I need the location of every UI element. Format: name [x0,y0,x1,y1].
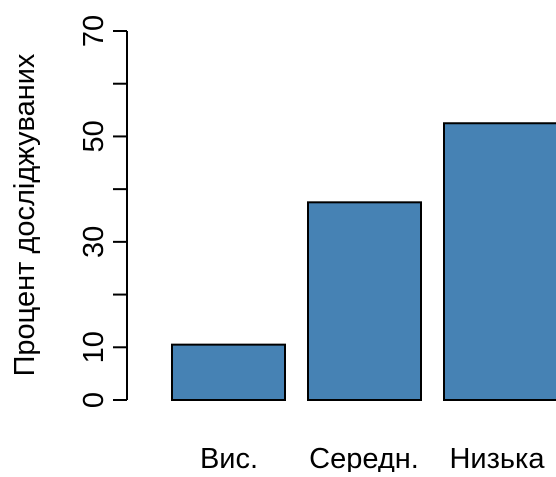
x-tick-label: Низька [449,443,545,472]
x-tick-label: Вис. [200,443,258,472]
y-tick-label: 30 [78,226,110,258]
y-tick-label: 10 [78,331,110,363]
y-tick-label: 0 [78,392,110,408]
bar [443,122,556,401]
y-tick-label: 70 [78,15,110,47]
y-tick-label: 50 [78,120,110,152]
bars [171,122,556,401]
x-tick-label: Середн. [309,443,419,472]
bar [171,343,286,401]
y-axis: 0 10 30 50 70 [78,15,128,408]
bar [307,201,422,401]
y-axis-title: Процент досліджуваних [9,53,41,376]
x-axis-labels: Вис. Середн. Низька [200,443,545,475]
